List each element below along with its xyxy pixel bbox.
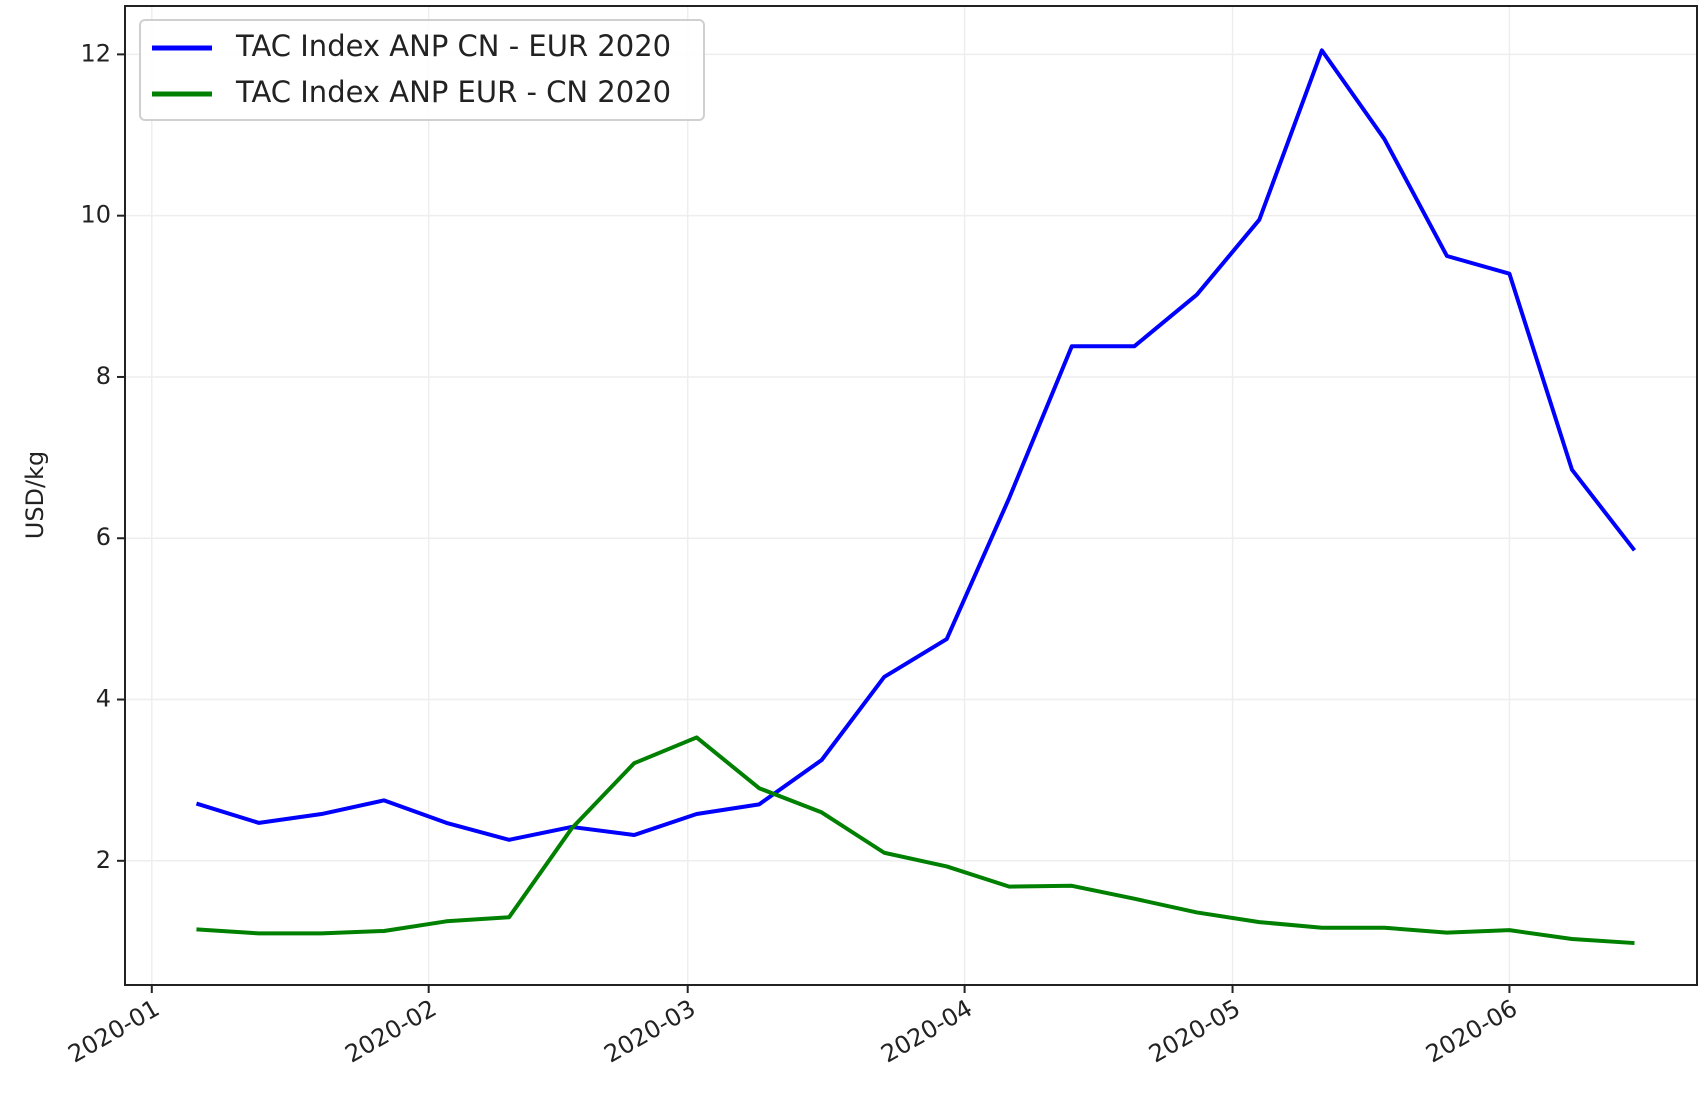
- line-series: [196, 735, 1635, 946]
- plot-frame: [124, 5, 1698, 986]
- legend-label: TAC Index ANP EUR - CN 2020: [235, 75, 671, 109]
- x-tick-label: 2020-04: [876, 994, 977, 1068]
- y-tick-label: 10: [80, 201, 111, 229]
- x-tick-label: 2020-06: [1421, 994, 1522, 1068]
- line-series: [195, 48, 1637, 842]
- y-tick-label: 6: [96, 523, 111, 551]
- legend-box: [139, 19, 705, 121]
- y-tick-label: 8: [96, 362, 111, 390]
- x-tick-label: 2020-01: [63, 994, 164, 1068]
- y-tick-label: 2: [96, 846, 111, 874]
- y-tick-label: 4: [96, 685, 111, 713]
- y-tick-label: 12: [80, 39, 111, 67]
- y-axis-label: USD/kg: [21, 451, 49, 540]
- legend-label: TAC Index ANP CN - EUR 2020: [235, 29, 671, 63]
- x-tick-label: 2020-03: [599, 994, 700, 1068]
- x-tick-label: 2020-05: [1144, 994, 1245, 1068]
- x-tick-label: 2020-02: [340, 994, 441, 1068]
